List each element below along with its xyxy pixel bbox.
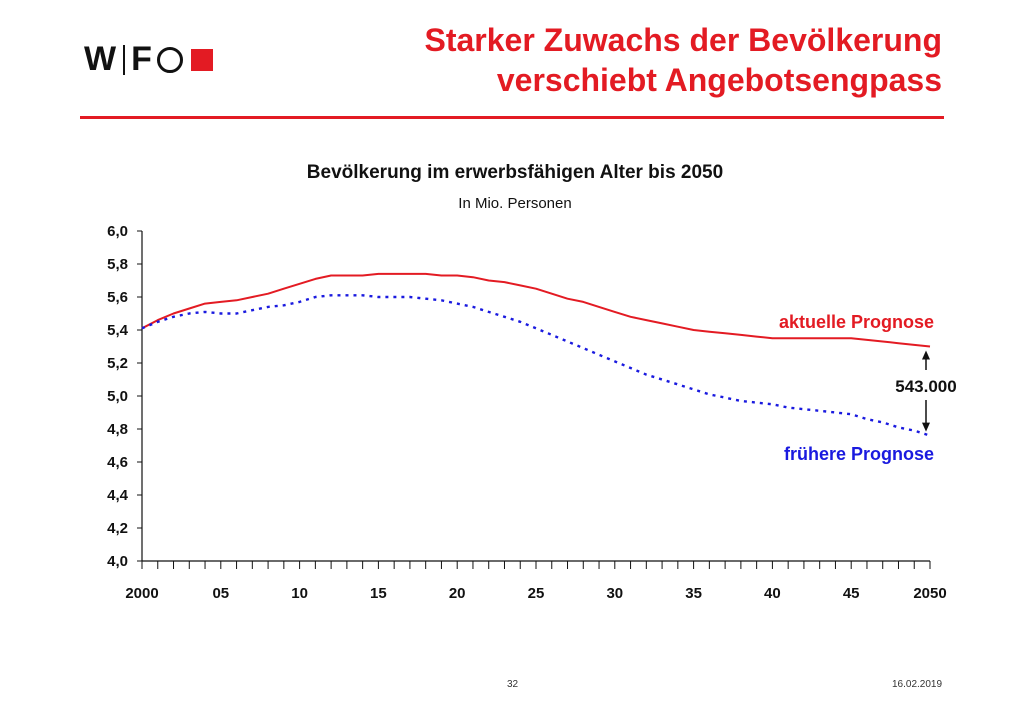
x-tick-label: 2000 [125, 585, 158, 602]
y-tick-label: 4,6 [107, 454, 128, 471]
y-tick-label: 4,4 [107, 487, 129, 504]
y-tick-label: 5,4 [107, 322, 129, 339]
y-tick-label: 5,2 [107, 355, 128, 372]
chart-subtitle: In Mio. Personen [458, 195, 571, 212]
y-tick-label: 4,0 [107, 553, 128, 570]
logo-square-icon [190, 48, 213, 71]
chart-axes: 4,0 4,2 4,4 4,6 4,8 5,0 5,2 5,4 5,6 5,8 6,0 2000 05 1… [107, 223, 947, 602]
series-label-current: aktuelle Prognose [779, 312, 934, 332]
y-tick-label: 5,6 [107, 289, 128, 306]
y-tick-label: 4,8 [107, 421, 128, 438]
x-tick-label: 2050 [913, 585, 946, 602]
page-number: 32 [507, 679, 519, 690]
difference-label: 543.000 [895, 377, 956, 396]
chart-labels: aktuelle Prognose frühere Prognose 543.000 [779, 312, 957, 464]
x-tick-label: 40 [764, 585, 781, 602]
y-tick-label: 5,0 [107, 388, 128, 405]
x-tick-label: 10 [291, 585, 308, 602]
series-line-current [141, 272, 931, 348]
x-tick-label: 45 [843, 585, 860, 602]
x-tick-label: 15 [370, 585, 387, 602]
chart-title: Bevölkerung im erwerbsfähigen Alter bis … [307, 162, 723, 183]
x-tick-label: 20 [449, 585, 466, 602]
wifo-logo: W F [84, 40, 213, 79]
chart-series [141, 272, 931, 437]
page-title: Starker Zuwachs der Bevölkerung verschie… [424, 20, 942, 100]
x-tick-label: 30 [606, 585, 623, 602]
series-label-previous: frühere Prognose [784, 444, 934, 464]
logo-letters-w: W [84, 40, 118, 78]
x-tick-label: 05 [212, 585, 229, 602]
arrow-down-icon [922, 422, 930, 432]
y-tick-label: 4,2 [107, 520, 128, 537]
logo-letter-f: F [131, 40, 153, 78]
y-tick-label: 6,0 [107, 223, 128, 240]
x-tick-label: 25 [528, 585, 545, 602]
x-tick-label: 35 [685, 585, 702, 602]
y-tick-label: 5,8 [107, 256, 128, 273]
footer-date: 16.02.2019 [892, 679, 943, 690]
logo-bar-icon [123, 44, 126, 75]
arrow-up-icon [922, 350, 930, 360]
page-title-line-1: Starker Zuwachs der Bevölkerung [424, 22, 942, 58]
page-title-line-2: verschiebt Angebotsengpass [496, 62, 942, 98]
logo-circle-icon [156, 46, 183, 73]
title-divider [80, 116, 944, 119]
